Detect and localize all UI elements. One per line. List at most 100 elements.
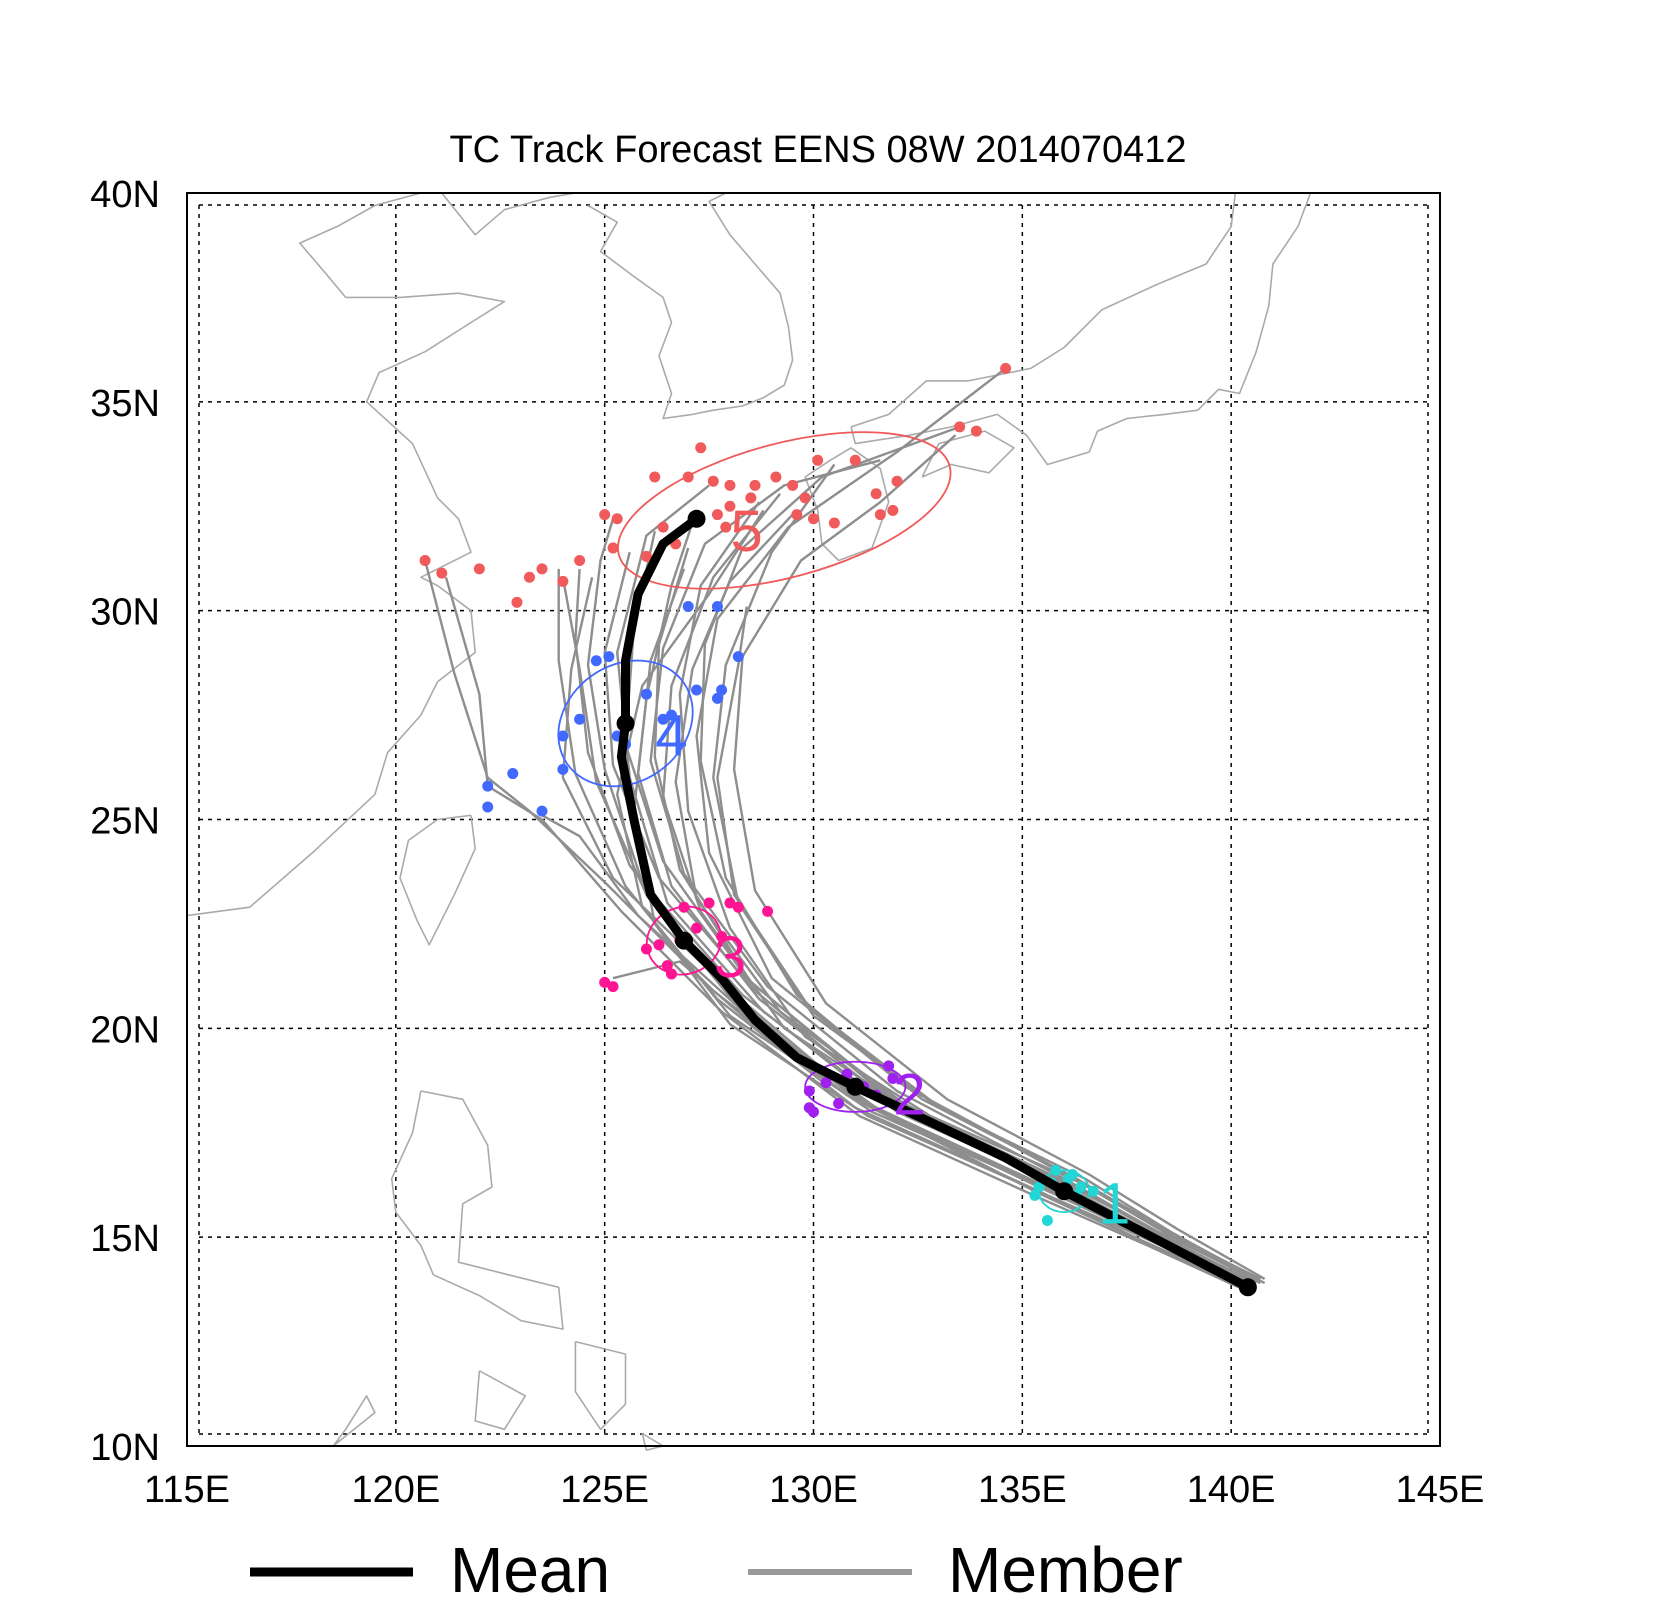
day-1-member-point (1062, 1173, 1074, 1185)
x-tick-label: 115E (144, 1469, 230, 1511)
day-1-uncertainty-ellipse (1038, 1169, 1091, 1214)
mean-day-5-point (687, 509, 706, 528)
day-3-uncertainty-ellipse (645, 905, 723, 976)
day-label-2: 2 (893, 1063, 925, 1128)
coastline (850, 192, 1312, 466)
ellipses-layer (557, 431, 1091, 1214)
day-4-member-point (603, 651, 615, 663)
day-1-member-point (1041, 1214, 1053, 1226)
x-tick-label: 130E (769, 1469, 858, 1511)
member-tracks-layer (423, 367, 1266, 1293)
member-track (678, 501, 1261, 1285)
day-4-member-point (507, 768, 519, 780)
mean-track (616, 514, 1253, 1292)
day-1-member-point (1029, 1189, 1041, 1201)
day-1-member-point (1075, 1181, 1087, 1193)
day-label-1: 1 (1098, 1171, 1130, 1236)
day-3-member-point (607, 981, 619, 993)
day-4-member-point (682, 600, 694, 612)
day-5-member-point (657, 521, 669, 533)
day-4-member-point (665, 709, 677, 721)
day-5-member-point (887, 504, 899, 516)
y-tick-label: 25N (90, 801, 160, 843)
mean-day-4-point (616, 714, 635, 733)
coastline-layer (186, 192, 1312, 1451)
x-tick-label: 125E (560, 1469, 649, 1511)
day-5-member-point (511, 596, 523, 608)
y-tick-label: 10N (90, 1427, 160, 1469)
day-5-member-point (536, 563, 548, 575)
day-4-member-point (711, 600, 723, 612)
day-4-member-point (557, 763, 569, 775)
day-3-member-point (703, 897, 715, 909)
coastline (587, 192, 794, 420)
day-4-member-point (536, 805, 548, 817)
day-label-3: 3 (714, 925, 746, 990)
day-5-member-point (749, 479, 761, 491)
day-1-member-point (1087, 1185, 1099, 1197)
day-5-member-point (523, 571, 535, 583)
day-5-member-point (970, 425, 982, 437)
day-4-member-point (657, 713, 669, 725)
legend: Mean Member (250, 1534, 1183, 1605)
member-track (699, 425, 1261, 1280)
day-5-member-point (799, 492, 811, 504)
day-5-member-point (849, 454, 861, 466)
day-2-member-point (803, 1102, 815, 1114)
day-4-member-point (590, 655, 602, 667)
plot-frame (186, 192, 1441, 1447)
day-3-member-point (732, 901, 744, 913)
axis-labels-layer: 115E 120E 125E 130E 135E 140E 145E 10N 15N 20N 25N… (90, 174, 1484, 1511)
member-track (661, 492, 1261, 1280)
day-5-member-point (787, 479, 799, 491)
day-label-5: 5 (731, 499, 763, 564)
coastline (332, 1395, 376, 1447)
mean-day-2-point (846, 1077, 865, 1096)
mean-track-layer (616, 509, 1257, 1297)
day-5-member-point (436, 567, 448, 579)
day-5-member-point (419, 555, 431, 567)
day-4-member-point (732, 651, 744, 663)
day-3-member-point (599, 976, 611, 988)
day-5-member-point (649, 471, 661, 483)
day-4-member-point (574, 713, 586, 725)
coastline (390, 1090, 564, 1330)
day-3-member-point (640, 943, 652, 955)
coastline (474, 1370, 527, 1431)
day-5-member-point (724, 500, 736, 512)
member-track (649, 459, 1257, 1280)
day-5-member-point (611, 513, 623, 525)
y-tick-label: 20N (90, 1009, 160, 1051)
x-tick-label: 135E (978, 1469, 1067, 1511)
day-4-member-point (711, 692, 723, 704)
day-5-member-point (954, 421, 966, 433)
day-3-member-point (653, 939, 665, 951)
mean-day-3-point (675, 931, 694, 950)
day-4-member-point (640, 688, 652, 700)
day-5-member-point (770, 471, 782, 483)
x-tick-label: 120E (351, 1469, 440, 1511)
member-track (732, 434, 1266, 1280)
day-5-member-point (473, 563, 485, 575)
y-tick-label: 35N (90, 383, 160, 425)
y-tick-label: 30N (90, 592, 160, 634)
coastline (641, 1432, 664, 1451)
chart-title: TC Track Forecast EENS 08W 2014070412 (449, 129, 1186, 171)
y-tick-label: 40N (90, 174, 160, 216)
member-track (603, 551, 1253, 1285)
day-5-member-point (1000, 362, 1012, 374)
member-track (632, 510, 1253, 1289)
day-3-member-point (661, 960, 673, 972)
member-track (561, 577, 1253, 1289)
coastline (186, 192, 506, 917)
day-5-member-point (695, 442, 707, 454)
member-track (653, 547, 1253, 1285)
x-tick-label: 145E (1396, 1469, 1485, 1511)
day-2-member-point (833, 1098, 845, 1110)
coastline (574, 1340, 627, 1431)
day-4-member-point (557, 730, 569, 742)
day-3-member-point (762, 905, 774, 917)
y-tick-label: 15N (90, 1218, 160, 1260)
